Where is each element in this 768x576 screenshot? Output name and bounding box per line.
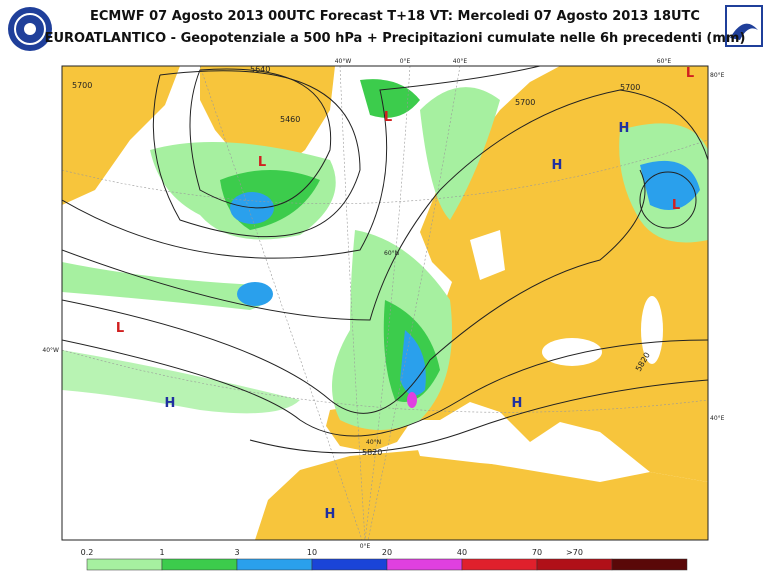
grid-label: 40°N bbox=[366, 439, 381, 446]
graticule bbox=[62, 66, 708, 540]
map-frame bbox=[61, 65, 709, 541]
legend-swatch bbox=[611, 558, 688, 571]
legend-label: 70 bbox=[532, 548, 542, 557]
title: ECMWF 07 Agosto 2013 00UTC Forecast T+18… bbox=[90, 9, 700, 24]
contours bbox=[62, 66, 708, 454]
grid-label: 0°E bbox=[360, 543, 371, 550]
legend-swatch bbox=[386, 558, 463, 571]
grid-label: 40°E bbox=[453, 58, 468, 65]
low-label: L bbox=[116, 321, 124, 336]
grid-label: 40°E bbox=[710, 415, 725, 422]
low-label: L bbox=[672, 198, 680, 213]
grid-label: 40°W bbox=[42, 347, 59, 354]
legend-swatch bbox=[86, 558, 163, 571]
low-label: L bbox=[384, 110, 392, 125]
legend-label: 10 bbox=[307, 548, 317, 557]
logo-right bbox=[725, 5, 763, 47]
contour-label: 5820 bbox=[362, 448, 382, 457]
high-label: H bbox=[512, 396, 523, 411]
grid-label: 0°E bbox=[400, 58, 411, 65]
grid-label: 80°E bbox=[710, 72, 725, 79]
legend-label: >70 bbox=[566, 548, 583, 557]
legend-swatch bbox=[311, 558, 388, 571]
high-label: H bbox=[325, 507, 336, 522]
contour-label: 5640 bbox=[250, 65, 270, 74]
legend-label: 0.2 bbox=[81, 548, 94, 557]
high-label: H bbox=[619, 121, 630, 136]
low-label: L bbox=[686, 66, 694, 81]
pressure-centers: L L L L L H H H H H bbox=[116, 66, 694, 522]
legend-label: 1 bbox=[159, 548, 164, 557]
grid-label: 60°E bbox=[657, 58, 672, 65]
logo-left bbox=[8, 7, 52, 51]
contour-label: 5700 bbox=[620, 83, 640, 92]
grid-label: 60°N bbox=[384, 250, 399, 257]
map: L L L L L H H H H H 5640 5460 5700 5700 … bbox=[42, 58, 724, 550]
grid-label: 40°W bbox=[335, 58, 352, 65]
high-label: H bbox=[552, 158, 563, 173]
low-label: L bbox=[258, 155, 266, 170]
legend-label: 40 bbox=[457, 548, 467, 557]
high-label: H bbox=[165, 396, 176, 411]
legend-swatch bbox=[236, 558, 313, 571]
legend-swatch bbox=[461, 558, 538, 571]
contour-label: 5700 bbox=[72, 81, 92, 90]
legend: 0.2 1 3 10 20 40 70 >70 bbox=[81, 548, 688, 571]
subtitle: EUROATLANTICO - Geopotenziale a 500 hPa … bbox=[45, 31, 746, 46]
legend-swatch bbox=[536, 558, 613, 571]
legend-label: 3 bbox=[234, 548, 239, 557]
contour-label: 5460 bbox=[280, 115, 300, 124]
grid-labels: 40°W 0°E 40°E 60°E 80°E 40°W 40°E 0°E 60… bbox=[42, 58, 724, 550]
legend-label: 20 bbox=[382, 548, 392, 557]
legend-swatch bbox=[161, 558, 238, 571]
contour-label: 5700 bbox=[515, 98, 535, 107]
